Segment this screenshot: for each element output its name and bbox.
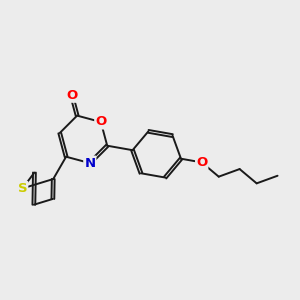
Text: S: S xyxy=(18,182,27,195)
Text: O: O xyxy=(196,156,207,169)
Text: O: O xyxy=(66,89,77,102)
Text: O: O xyxy=(95,116,106,128)
Text: N: N xyxy=(84,157,95,169)
